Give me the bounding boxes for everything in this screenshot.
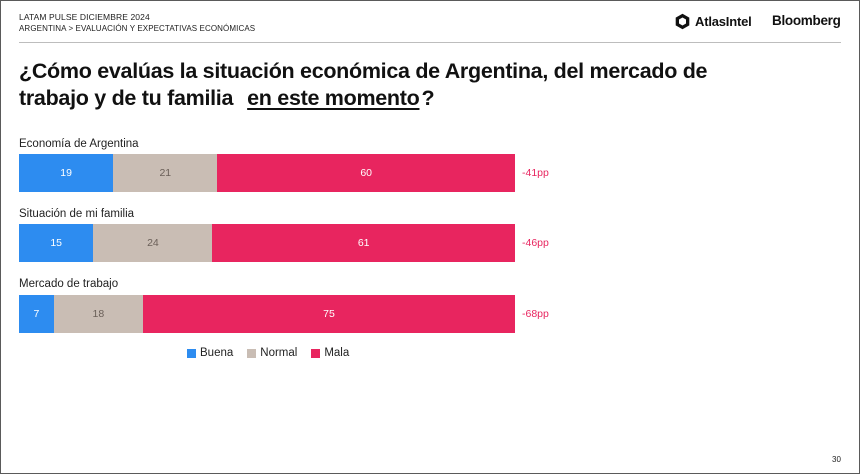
bar-segment-buena: 15 — [19, 224, 94, 262]
bar-segment-buena: 7 — [19, 295, 54, 333]
legend-item-buena: Buena — [187, 347, 233, 359]
bar-segment-mala: 61 — [212, 224, 515, 262]
legend-label-buena: Buena — [200, 347, 234, 359]
title-highlight: en este momento — [247, 86, 420, 110]
legend-swatch-normal — [247, 348, 257, 358]
bloomberg-logo: Bloomberg — [772, 13, 841, 28]
bar-mercado: 7 18 75 — [19, 295, 515, 333]
bar-segment-normal: 21 — [113, 154, 218, 192]
legend-label-mala: Mala — [324, 347, 350, 359]
legend-label-normal: Normal — [260, 347, 298, 359]
bar-economia: 19 21 60 — [19, 154, 515, 192]
atlasintel-logo: AtlasIntel — [674, 13, 752, 30]
title-line-1: ¿Cómo evalúas la situación económica de … — [19, 59, 708, 83]
legend-swatch-mala — [311, 348, 321, 358]
chart-legend: Buena Normal Mala — [187, 347, 349, 359]
atlasintel-wordmark: AtlasIntel — [695, 14, 752, 29]
atlasintel-hexagon-icon — [675, 13, 690, 30]
row-label-economia: Economía de Argentina — [19, 138, 139, 150]
legend-swatch-buena — [187, 348, 196, 358]
row-label-mercado: Mercado de trabajo — [19, 278, 119, 290]
legend-item-mala: Mala — [311, 347, 349, 359]
net-label-mercado: -68pp — [522, 308, 549, 320]
bar-segment-normal: 24 — [93, 224, 213, 262]
question-title: ¿Cómo evalúas la situación económica de … — [19, 58, 839, 112]
net-label-economia: -41pp — [522, 167, 549, 179]
bar-segment-mala: 60 — [217, 154, 515, 192]
bar-segment-buena: 19 — [19, 154, 114, 192]
bar-familia: 15 24 61 — [19, 224, 515, 262]
row-label-familia: Situación de mi familia — [19, 208, 135, 220]
breadcrumb: ARGENTINA > EVALUACIÓN Y EXPECTATIVAS EC… — [19, 24, 256, 33]
legend-item-normal: Normal — [247, 347, 297, 359]
title-line-2: trabajo y de tu familia en este momento? — [19, 85, 839, 112]
net-label-familia: -46pp — [522, 237, 549, 249]
survey-name: LATAM PULSE DICIEMBRE 2024 — [19, 12, 150, 22]
header-divider — [19, 42, 841, 43]
bar-segment-mala: 75 — [142, 295, 515, 333]
page-number: 30 — [832, 455, 841, 464]
bar-segment-normal: 18 — [53, 295, 143, 333]
title-question-mark: ? — [421, 86, 435, 110]
title-line-2-text: trabajo y de tu familia — [19, 86, 234, 110]
